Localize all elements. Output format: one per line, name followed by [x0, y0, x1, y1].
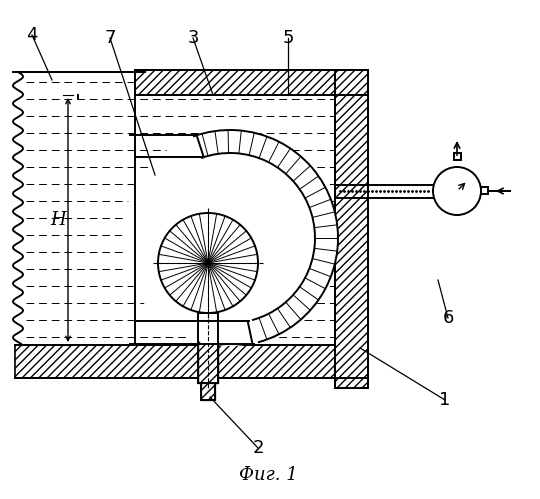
Circle shape: [158, 213, 258, 313]
Polygon shape: [201, 383, 215, 400]
Text: 6: 6: [442, 309, 454, 327]
Polygon shape: [335, 70, 368, 388]
Circle shape: [433, 167, 481, 215]
Text: 2: 2: [252, 439, 264, 457]
Polygon shape: [15, 345, 335, 378]
Polygon shape: [135, 70, 368, 95]
Bar: [481, 187, 488, 194]
Bar: [454, 153, 461, 160]
Polygon shape: [198, 313, 218, 383]
Text: 7: 7: [104, 29, 116, 47]
Text: 3: 3: [187, 29, 199, 47]
Text: 1: 1: [440, 391, 451, 409]
Text: H: H: [50, 211, 66, 229]
Text: 4: 4: [26, 26, 38, 44]
Text: 5: 5: [282, 29, 294, 47]
Text: Фиг. 1: Фиг. 1: [239, 466, 298, 484]
Bar: [18, 72, 135, 345]
Wedge shape: [122, 130, 338, 346]
